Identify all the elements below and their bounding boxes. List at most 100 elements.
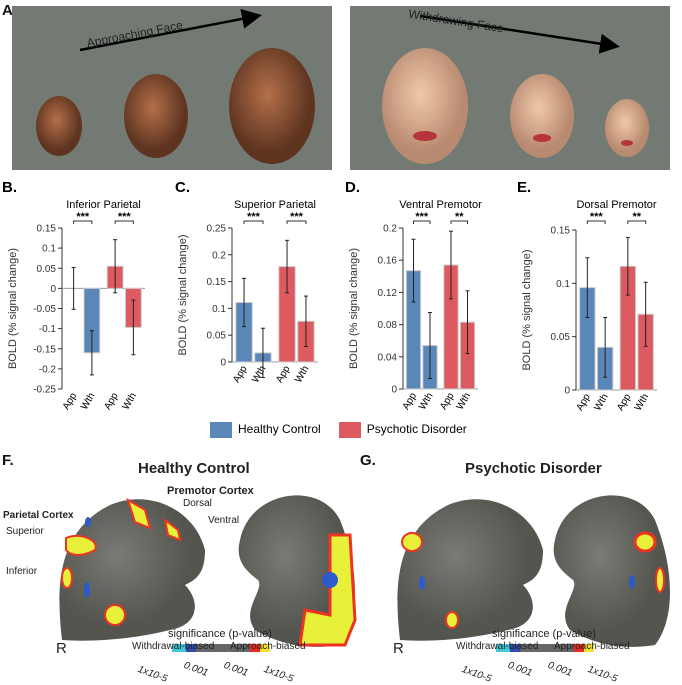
superior-parietal-blob [65, 534, 97, 556]
significance-stars: *** [247, 211, 261, 223]
parietal-cortex-label: Parietal Cortex [3, 510, 74, 521]
panel-label: E. [517, 179, 531, 196]
legend-hc-label: Healthy Control [238, 422, 321, 437]
chart-title: Inferior Parietal [66, 199, 141, 211]
y-tick-label: -0.05 [33, 304, 56, 315]
hc-lateral-brain [59, 497, 205, 641]
y-tick-label: 0 [391, 385, 397, 396]
x-tick-label: Wth [633, 392, 651, 413]
inferior-parietal-blob [61, 567, 73, 589]
y-tick-label: 0.15 [551, 226, 571, 237]
withdrawal-label-g: Withdrawal-biased [456, 641, 539, 652]
inferior-label: Inferior [6, 566, 38, 577]
y-tick-label: 0.05 [207, 331, 227, 342]
x-tick-label: App [61, 391, 80, 412]
ventral-label: Ventral [208, 515, 240, 526]
approach-label-f: Approach-biased [230, 641, 306, 652]
withdrawing-face-drawing [382, 14, 649, 164]
x-tick-label: Wth [250, 364, 268, 385]
y-tick-label: 0.25 [207, 224, 227, 235]
panel-f-label: F. [2, 452, 14, 469]
face-large [382, 48, 468, 164]
significance-stars: ** [632, 211, 641, 223]
y-axis-label: BOLD (% signal change) [348, 248, 360, 369]
panel-g-label: G. [360, 452, 376, 469]
y-tick-label: -0.2 [39, 364, 57, 375]
y-tick-label: -0.25 [33, 385, 56, 396]
approaching-face-image [12, 6, 332, 170]
chart-title: Superior Parietal [234, 199, 316, 211]
y-tick-label: 0 [564, 386, 570, 397]
brain-maps [59, 495, 670, 652]
y-tick-label: -0.1 [39, 324, 57, 335]
legend-hc: Healthy Control [210, 422, 321, 438]
x-tick-label: Wth [293, 364, 311, 385]
y-tick-label: 0.2 [383, 224, 397, 235]
x-tick-label: Wth [121, 391, 139, 412]
y-tick-label: 0.15 [207, 277, 227, 288]
pd-lateral-brain [397, 499, 543, 641]
x-tick-label: App [102, 391, 121, 412]
superior-label: Superior [6, 526, 44, 537]
face-small [605, 99, 649, 157]
x-tick-label: Wth [455, 391, 473, 412]
withdrawing-face-image [350, 6, 670, 170]
ventral-premotor-blob [163, 517, 182, 542]
y-tick-label: 0.12 [378, 288, 398, 299]
hc-medial-brain [238, 495, 357, 647]
significance-bracket [450, 220, 468, 224]
y-tick-label: 0.2 [212, 250, 226, 261]
significance-bracket [73, 220, 93, 224]
y-axis-label: BOLD (% signal change) [7, 248, 19, 369]
withdraw-arrow [419, 14, 620, 54]
y-tick-label: 0 [220, 358, 226, 369]
legend: Healthy Control Psychotic Disorder [210, 422, 467, 438]
significance-stars: ** [455, 211, 464, 223]
x-tick-label: App [575, 392, 594, 413]
face-medium [124, 74, 188, 158]
approach-arrow [79, 9, 262, 52]
y-tick-label: 0.16 [378, 256, 398, 267]
y-tick-label: 0.05 [37, 264, 57, 275]
significance-bracket [114, 220, 134, 224]
significance-stars: *** [590, 211, 604, 223]
colorbar-pd [496, 644, 594, 652]
legend-pd-label: Psychotic Disorder [366, 422, 467, 437]
y-tick-label: 0.08 [378, 320, 398, 331]
y-axis-label: BOLD (% signal change) [177, 234, 189, 355]
significance-bracket [627, 220, 647, 224]
y-tick-label: 0.1 [212, 304, 226, 315]
x-tick-label: App [231, 364, 250, 385]
x-tick-label: Wth [417, 391, 435, 412]
x-tick-label: Wth [592, 392, 610, 413]
bar-charts: B. Inferior Parietal 0.15 0.1 0.05 0 -0.05 -0.1… [2, 179, 657, 413]
x-tick-label: App [438, 391, 457, 412]
y-tick-label: 0.04 [378, 352, 398, 363]
face-medium [510, 74, 574, 158]
significance-stars: *** [118, 211, 132, 223]
colorbar-hc [172, 644, 270, 652]
significance-stars: *** [290, 211, 304, 223]
approach-label-g: Approach-biased [554, 641, 630, 652]
significance-bracket [413, 220, 431, 224]
panel-label: D. [345, 179, 360, 196]
x-tick-label: Wth [79, 391, 97, 412]
legend-pd: Psychotic Disorder [338, 422, 467, 438]
face-small [36, 96, 82, 156]
pd-medial-brain [553, 495, 670, 647]
approaching-face-drawing [36, 9, 315, 164]
y-axis-label: BOLD (% signal change) [521, 249, 533, 370]
panel-g-title: Psychotic Disorder [465, 460, 602, 477]
face-large [229, 48, 315, 164]
y-tick-label: 0.05 [551, 332, 571, 343]
significance-bracket [286, 220, 307, 224]
y-tick-label: 0.1 [42, 244, 56, 255]
withdrawal-label-f: Withdrawal-biased [132, 641, 215, 652]
panel-label: B. [2, 179, 17, 196]
panel-f-title: Healthy Control [138, 460, 250, 477]
x-tick-label: App [615, 392, 634, 413]
significance-stars: *** [415, 211, 429, 223]
significance-bracket [243, 220, 264, 224]
chart-title: Dorsal Premotor [576, 199, 656, 211]
